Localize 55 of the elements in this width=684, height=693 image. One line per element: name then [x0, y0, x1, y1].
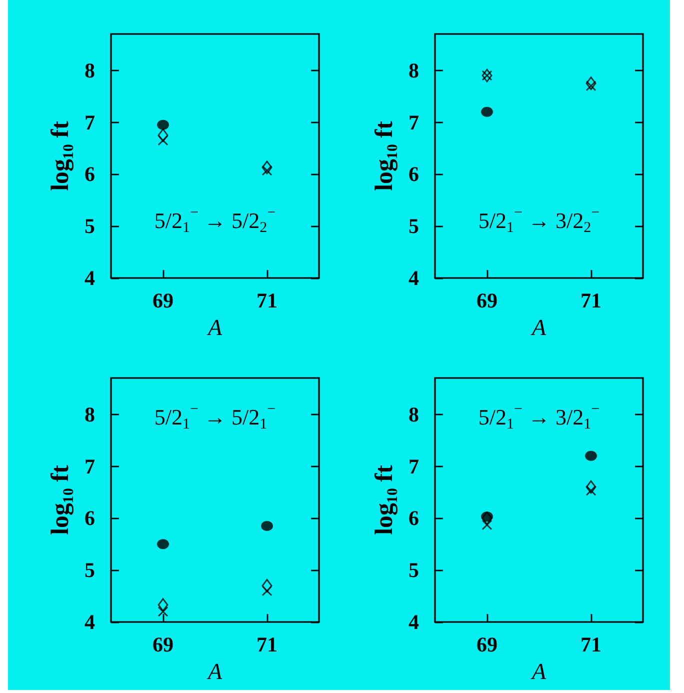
point	[262, 578, 272, 592]
y-tick-label: 4	[408, 266, 420, 290]
x-tick-label: 69	[152, 632, 174, 656]
y-tick-label: 5	[408, 214, 419, 238]
y-tick-label: 6	[84, 162, 95, 186]
y-tick-label: 8	[408, 402, 419, 426]
x-axis-title: A	[530, 659, 547, 684]
y-tick-label: 4	[84, 610, 96, 634]
y-tick-label: 7	[408, 454, 419, 478]
point	[586, 480, 596, 494]
point	[158, 135, 168, 146]
y-tick-label: 5	[84, 214, 95, 238]
x-axis-title: A	[206, 315, 223, 340]
x-tick-label: 71	[256, 288, 278, 312]
x-tick-label: 69	[476, 288, 498, 312]
x-tick-label: 71	[580, 288, 602, 312]
point	[585, 450, 597, 461]
point	[262, 165, 272, 176]
point	[261, 520, 273, 531]
point	[158, 598, 168, 612]
point	[482, 511, 492, 525]
y-tick-label: 4	[408, 610, 420, 634]
point	[481, 106, 493, 117]
y-tick-label: 5	[408, 558, 419, 582]
y-tick-label: 8	[408, 58, 419, 82]
y-axis-title: log₁₀ ft	[371, 120, 398, 191]
point	[158, 606, 168, 617]
y-tick-label: 8	[84, 402, 95, 426]
y-tick-label: 5	[84, 558, 95, 582]
y-tick-label: 8	[84, 58, 95, 82]
y-tick-label: 7	[84, 110, 95, 134]
point	[157, 120, 169, 130]
y-tick-label: 6	[408, 506, 419, 530]
x-tick-label: 71	[256, 632, 278, 656]
x-axis-title: A	[530, 315, 547, 340]
y-axis-title: log₁₀ ft	[47, 464, 74, 535]
y-tick-label: 6	[408, 162, 419, 186]
point	[586, 76, 596, 90]
point	[586, 80, 596, 92]
point	[158, 128, 168, 142]
point	[262, 586, 272, 596]
x-tick-label: 69	[152, 288, 174, 312]
point	[586, 485, 596, 496]
x-tick-label: 69	[476, 632, 498, 656]
x-axis-title: A	[206, 659, 223, 684]
x-tick-label: 71	[580, 632, 602, 656]
point	[482, 520, 492, 530]
y-tick-label: 7	[408, 110, 419, 134]
y-axis-title: log₁₀ ft	[371, 464, 398, 535]
point	[262, 160, 272, 174]
point	[157, 539, 169, 550]
y-axis-title: log₁₀ ft	[47, 120, 74, 191]
y-tick-label: 6	[84, 506, 95, 530]
y-tick-label: 4	[84, 266, 96, 290]
y-tick-label: 7	[84, 454, 95, 478]
